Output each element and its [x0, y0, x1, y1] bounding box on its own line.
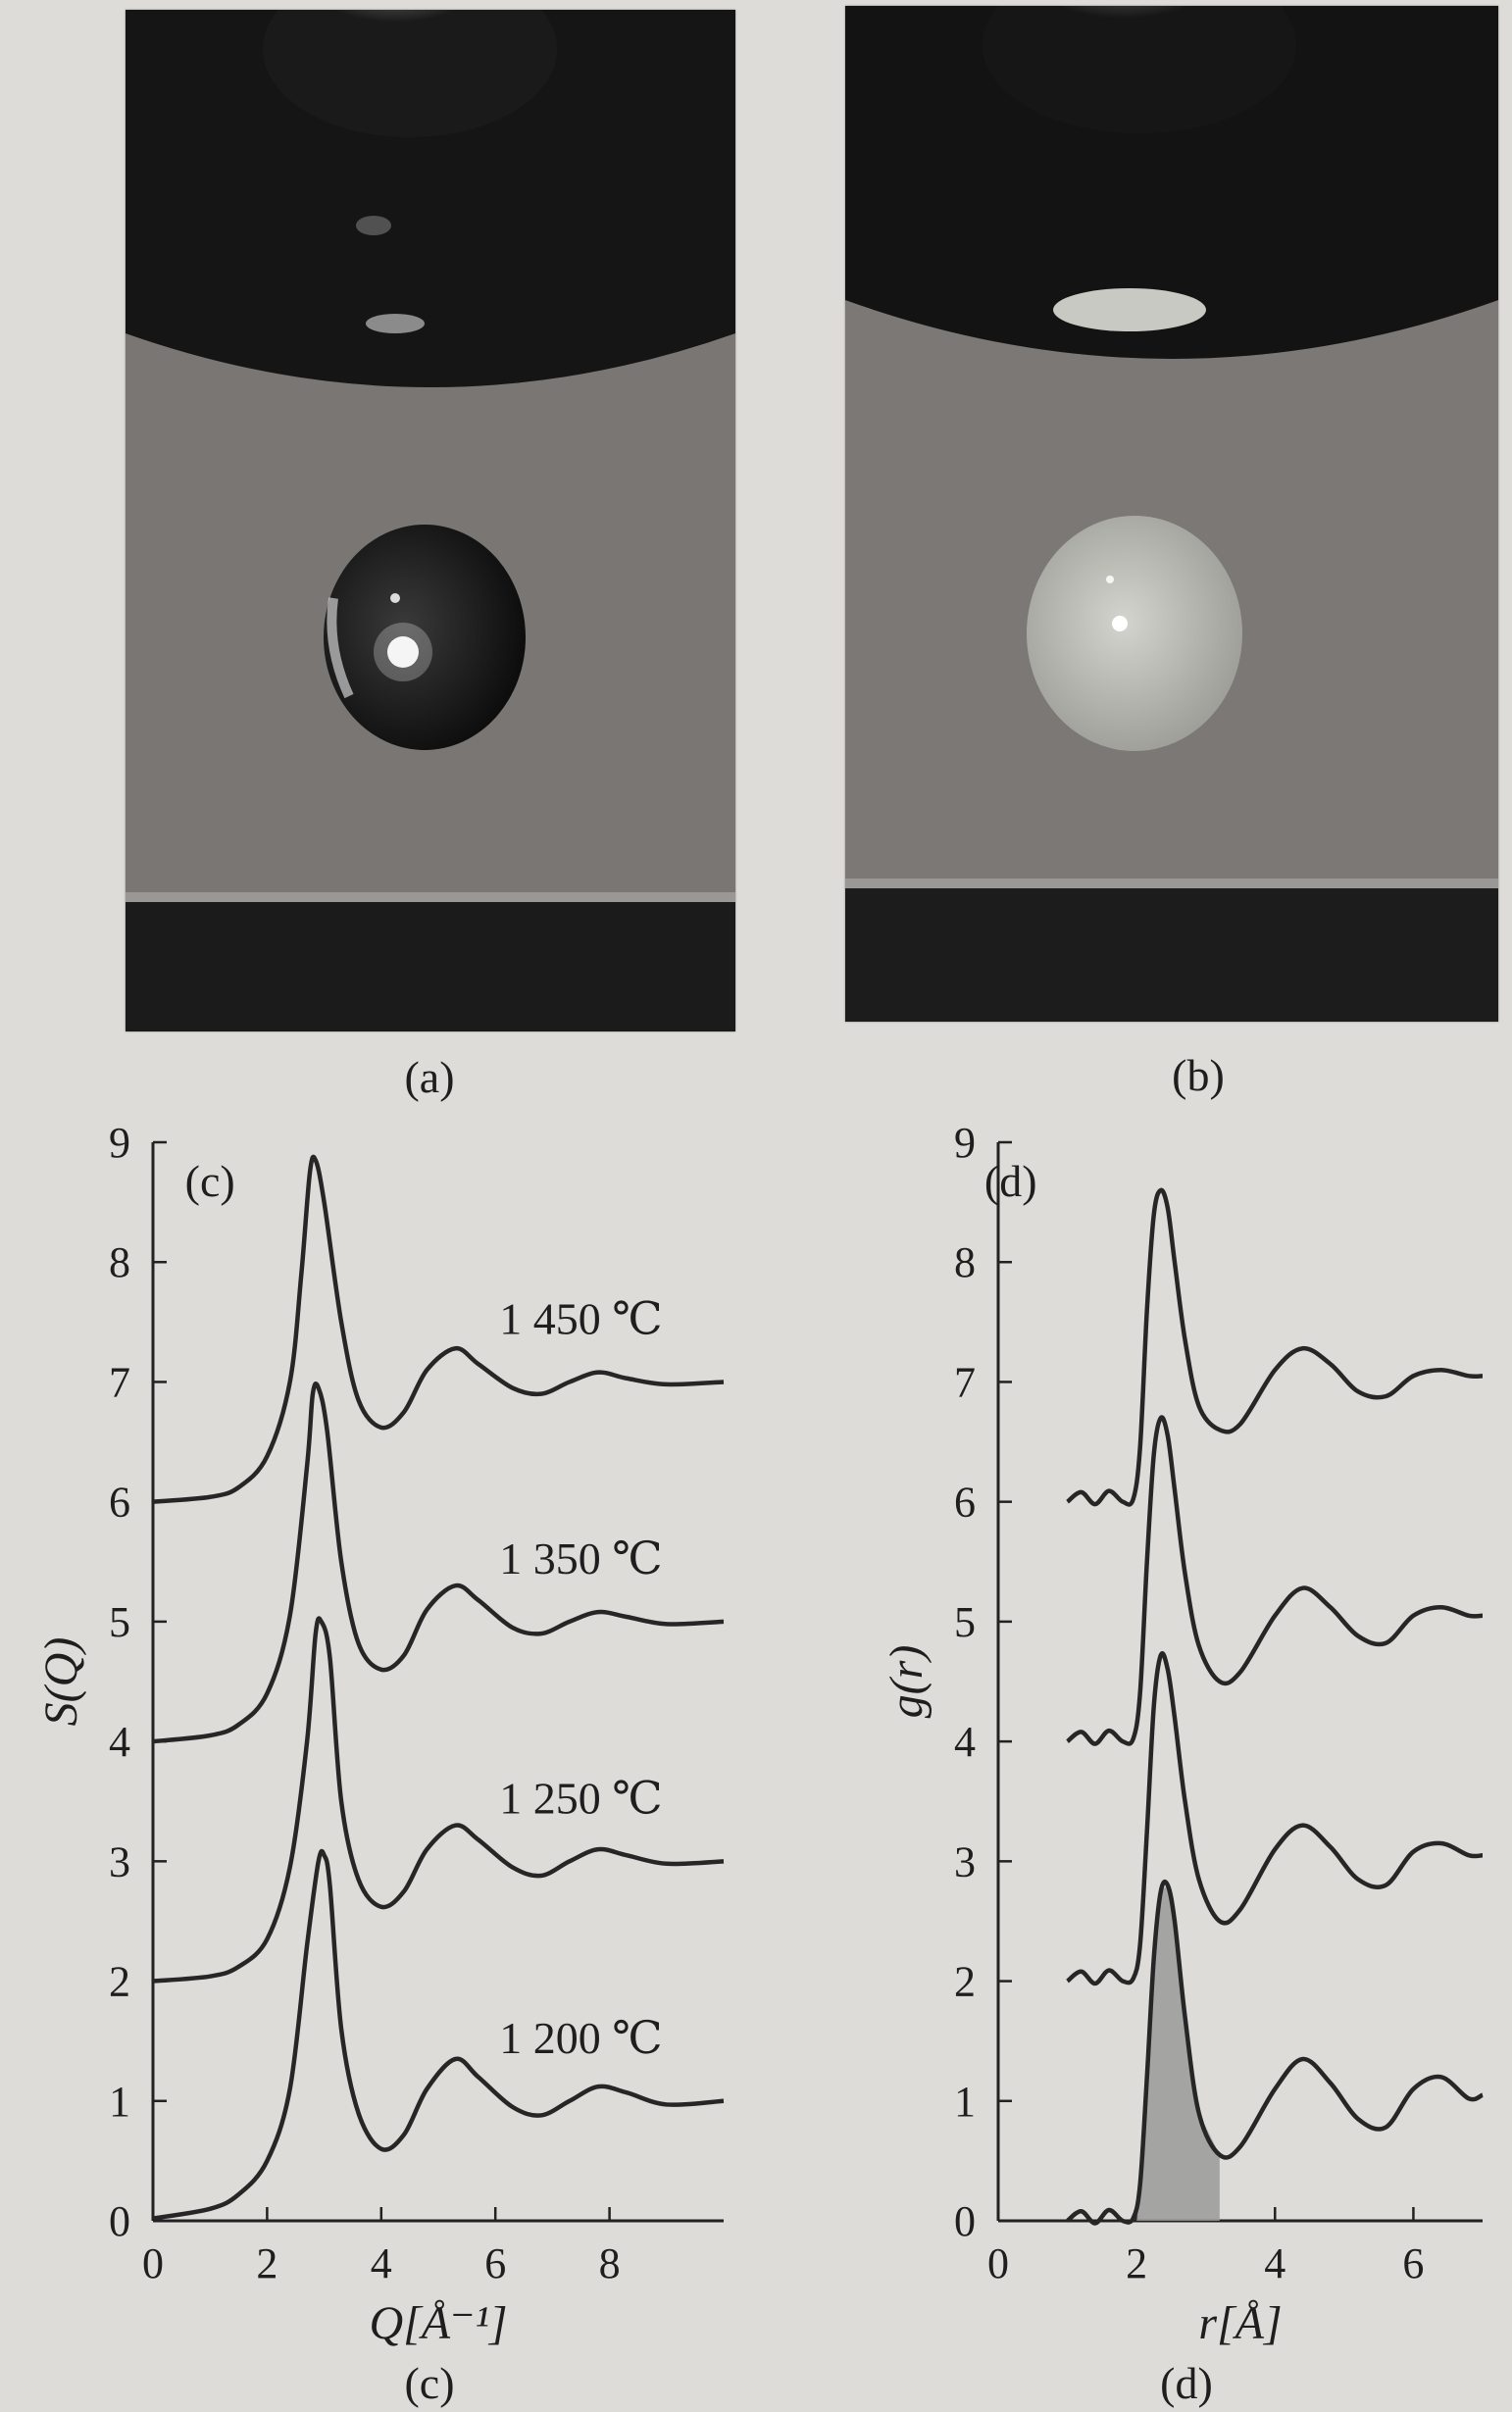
x-tick-label-d: 6	[1402, 2239, 1424, 2287]
y-tick-label-c: 2	[109, 1958, 130, 2006]
series-curve-c-0	[152, 1848, 725, 2221]
y-tick-label-c: 4	[109, 1718, 130, 1766]
series-curve-d-2	[1066, 1415, 1484, 1746]
series-curve-d-0	[1066, 1880, 1484, 2226]
x-tick-label-c: 6	[484, 2239, 506, 2287]
chart-d-caption: (d)	[1160, 2358, 1213, 2408]
y-tick-label-d: 2	[954, 1958, 976, 2006]
x-tick-label-d: 4	[1264, 2239, 1285, 2287]
y-tick-label-d: 9	[954, 1119, 976, 1167]
chart-c-caption: (c)	[404, 2358, 455, 2408]
series-curve-d-3	[1066, 1187, 1484, 1507]
y-tick-label-d: 3	[954, 1837, 976, 1885]
x-tick-label-c: 2	[256, 2239, 277, 2287]
y-tick-label-d: 0	[954, 2197, 976, 2245]
y-axis-label-d: g(r)	[881, 1645, 932, 1719]
photo-a-caption: (a)	[404, 1052, 455, 1102]
series-curve-d-1	[1066, 1651, 1484, 1986]
x-tick-label-d: 2	[1126, 2239, 1147, 2287]
y-tick-label-c: 1	[109, 2078, 130, 2126]
x-tick-label-d: 0	[987, 2239, 1009, 2287]
y-tick-label-c: 3	[109, 1837, 130, 1885]
photo-a-dark-droplet	[126, 10, 735, 1031]
series-curve-c-1	[152, 1616, 725, 1984]
x-tick-label-c: 4	[371, 2239, 392, 2287]
series-label-c: 1 200 ℃	[499, 2013, 662, 2063]
y-axis-label-c: S(Q)	[35, 1637, 87, 1727]
series-curve-c-3	[152, 1154, 725, 1504]
series-label-c: 1 350 ℃	[499, 1533, 662, 1583]
y-tick-label-d: 8	[954, 1238, 976, 1286]
shaded-peak-area-d	[1136, 1884, 1220, 2221]
series-curve-c-2	[152, 1382, 725, 1744]
y-tick-label-d: 1	[954, 2078, 976, 2126]
y-tick-label-c: 8	[109, 1238, 130, 1286]
series-label-c: 1 250 ℃	[499, 1773, 662, 1823]
y-tick-label-d: 5	[954, 1598, 976, 1646]
series-label-c: 1 450 ℃	[499, 1294, 662, 1344]
y-tick-label-c: 6	[109, 1479, 130, 1527]
y-tick-label-c: 9	[109, 1119, 130, 1167]
panel-label-c: (c)	[185, 1156, 235, 1206]
y-tick-label-c: 7	[109, 1358, 130, 1406]
y-tick-label-c: 0	[109, 2197, 130, 2245]
y-tick-label-d: 7	[954, 1358, 976, 1406]
photo-b-caption: (b)	[1172, 1050, 1225, 1100]
x-tick-label-c: 0	[142, 2239, 164, 2287]
y-tick-label-c: 5	[109, 1598, 130, 1646]
photo-b-bright-droplet	[845, 6, 1498, 1022]
y-tick-label-d: 4	[954, 1718, 976, 1766]
panel-label-d: (d)	[984, 1156, 1037, 1206]
x-axis-label-d: r[Å]	[1198, 2297, 1282, 2349]
x-tick-label-c: 8	[599, 2239, 621, 2287]
x-axis-label-c: Q[Å⁻¹]	[369, 2297, 507, 2349]
y-tick-label-d: 6	[954, 1479, 976, 1527]
